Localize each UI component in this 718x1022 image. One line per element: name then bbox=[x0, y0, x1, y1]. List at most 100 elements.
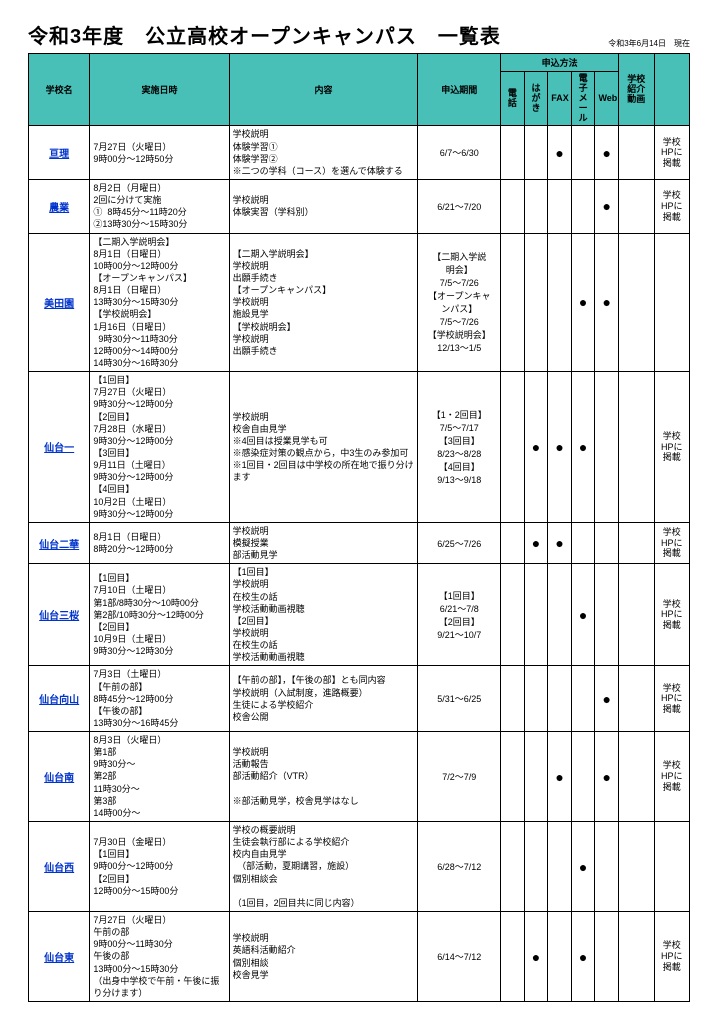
period-cell: 5/31～6/25 bbox=[418, 666, 501, 732]
school-link[interactable]: 仙台三桜 bbox=[39, 611, 79, 622]
period-cell: 7/2～7/9 bbox=[418, 732, 501, 822]
th-method-group: 申込方法 bbox=[501, 54, 619, 72]
school-cell: 仙台東 bbox=[29, 912, 90, 1002]
video-cell bbox=[619, 522, 654, 563]
content-cell: 【二期入学説明会】 学校説明 出願手続き 【オープンキャンパス】 学校説明 施設… bbox=[229, 233, 418, 372]
method-cell bbox=[571, 180, 595, 234]
method-cell bbox=[501, 666, 525, 732]
method-cell: ● bbox=[595, 666, 619, 732]
content-cell: 学校説明 活動報告 部活動紹介（VTR） ※部活動見学，校舎見学はなし bbox=[229, 732, 418, 822]
link-cell: 学校 HPに 掲載 bbox=[654, 180, 690, 234]
school-link[interactable]: 仙台一 bbox=[44, 443, 74, 454]
date-cell: 8月2日（月曜日） 2回に分けて実施 ① 8時45分～11時20分 ②13時30… bbox=[90, 180, 229, 234]
th-content: 内容 bbox=[229, 54, 418, 126]
date-cell: 7月27日（火曜日） 9時00分～12時50分 bbox=[90, 126, 229, 180]
school-link[interactable]: 仙台二華 bbox=[39, 540, 79, 551]
table-row: 仙台南8月3日（火曜日） 第1部 9時30分～ 第2部 11時30分～ 第3部 … bbox=[29, 732, 690, 822]
school-cell: 仙台一 bbox=[29, 372, 90, 523]
th-method-4: Web bbox=[595, 72, 619, 126]
method-cell bbox=[571, 732, 595, 822]
content-cell: 学校説明 校舎自由見学 ※4回目は授業見学も可 ※感染症対策の観点から，中3生の… bbox=[229, 372, 418, 523]
method-cell bbox=[501, 732, 525, 822]
video-cell bbox=[619, 233, 654, 372]
link-cell: 学校 HPに 掲載 bbox=[654, 732, 690, 822]
method-cell bbox=[571, 522, 595, 563]
th-date: 実施日時 bbox=[90, 54, 229, 126]
method-cell bbox=[548, 180, 572, 234]
table-row: 仙台一 【1回目】 7月27日（火曜日） 9時30分～12時00分 【2回目】 7… bbox=[29, 372, 690, 523]
school-cell: 仙台西 bbox=[29, 822, 90, 912]
th-period: 申込期間 bbox=[418, 54, 501, 126]
method-cell bbox=[571, 666, 595, 732]
school-link[interactable]: 美田園 bbox=[44, 299, 74, 310]
content-cell: 【1回目】 学校説明 在校生の話 学校活動動画視聴 【2回目】 学校説明 在校生… bbox=[229, 564, 418, 666]
video-cell bbox=[619, 564, 654, 666]
school-cell: 仙台向山 bbox=[29, 666, 90, 732]
video-cell bbox=[619, 822, 654, 912]
school-link[interactable]: 仙台東 bbox=[44, 953, 74, 964]
date-cell: 7月30日（金曜日） 【1回目】 9時00分～12時00分 【2回目】 12時0… bbox=[90, 822, 229, 912]
link-cell bbox=[654, 822, 690, 912]
school-link[interactable]: 亘理 bbox=[49, 149, 69, 160]
method-cell bbox=[524, 180, 548, 234]
table-header: 学校名 実施日時 内容 申込期間 申込方法 学校 紹介 動画 電話 はが き F… bbox=[29, 54, 690, 126]
school-link[interactable]: 仙台向山 bbox=[39, 695, 79, 706]
method-cell bbox=[595, 822, 619, 912]
school-link[interactable]: 仙台南 bbox=[44, 773, 74, 784]
method-cell bbox=[524, 233, 548, 372]
school-link[interactable]: 農業 bbox=[49, 203, 69, 214]
method-cell: ● bbox=[524, 372, 548, 523]
date-cell: 7月3日（土曜日） 【午前の部】 8時45分～12時00分 【午後の部】 13時… bbox=[90, 666, 229, 732]
date-cell: 8月1日（日曜日） 8時20分～12時00分 bbox=[90, 522, 229, 563]
link-cell: 学校 HPに 掲載 bbox=[654, 912, 690, 1002]
period-cell: 【1回目】 6/21～7/8 【2回目】 9/21～10/7 bbox=[418, 564, 501, 666]
th-method-2: FAX bbox=[548, 72, 572, 126]
table-body: 亘理7月27日（火曜日） 9時00分～12時50分学校説明 体験学習① 体験学習… bbox=[29, 126, 690, 1002]
method-cell bbox=[524, 822, 548, 912]
date-cell: 【1回目】 7月27日（火曜日） 9時30分～12時00分 【2回目】 7月28… bbox=[90, 372, 229, 523]
schedule-table: 学校名 実施日時 内容 申込期間 申込方法 学校 紹介 動画 電話 はが き F… bbox=[28, 53, 690, 1002]
method-cell: ● bbox=[571, 372, 595, 523]
method-cell bbox=[501, 522, 525, 563]
method-cell: ● bbox=[548, 522, 572, 563]
date-cell: 【二期入学説明会】 8月1日（日曜日） 10時00分～12時00分 【オープンキ… bbox=[90, 233, 229, 372]
period-cell: 6/7～6/30 bbox=[418, 126, 501, 180]
table-row: 仙台西 7月30日（金曜日） 【1回目】 9時00分～12時00分 【2回目】 1… bbox=[29, 822, 690, 912]
content-cell: 学校説明 体験実習（学科別） bbox=[229, 180, 418, 234]
video-cell bbox=[619, 666, 654, 732]
video-cell bbox=[619, 732, 654, 822]
method-cell bbox=[524, 126, 548, 180]
school-cell: 仙台南 bbox=[29, 732, 90, 822]
th-method-3: 電子 メール bbox=[571, 72, 595, 126]
video-cell bbox=[619, 372, 654, 523]
method-cell: ● bbox=[595, 180, 619, 234]
link-cell: 学校 HPに 掲載 bbox=[654, 564, 690, 666]
content-cell: 学校説明 英語科活動紹介 個別相談 校舎見学 bbox=[229, 912, 418, 1002]
period-cell: 【1・2回目】 7/5～7/17 【3回目】 8/23～8/28 【4回目】 9… bbox=[418, 372, 501, 523]
method-cell bbox=[501, 126, 525, 180]
school-cell: 美田園 bbox=[29, 233, 90, 372]
table-row: 亘理7月27日（火曜日） 9時00分～12時50分学校説明 体験学習① 体験学習… bbox=[29, 126, 690, 180]
method-cell: ● bbox=[595, 233, 619, 372]
method-cell bbox=[595, 564, 619, 666]
method-cell: ● bbox=[571, 822, 595, 912]
school-link[interactable]: 仙台西 bbox=[44, 863, 74, 874]
school-cell: 仙台三桜 bbox=[29, 564, 90, 666]
method-cell bbox=[501, 822, 525, 912]
method-cell bbox=[548, 912, 572, 1002]
th-link bbox=[654, 54, 690, 126]
method-cell bbox=[595, 522, 619, 563]
page-title: 令和3年度 公立高校オープンキャンパス 一覧表 bbox=[28, 20, 501, 49]
method-cell bbox=[501, 912, 525, 1002]
content-cell: 【午前の部】，【午後の部】とも同内容 学校説明（入試制度，進路概要） 生徒による… bbox=[229, 666, 418, 732]
method-cell bbox=[548, 666, 572, 732]
method-cell: ● bbox=[595, 732, 619, 822]
method-cell bbox=[548, 822, 572, 912]
method-cell: ● bbox=[524, 912, 548, 1002]
th-method-1: はが き bbox=[524, 72, 548, 126]
video-cell bbox=[619, 126, 654, 180]
method-cell bbox=[524, 732, 548, 822]
table-row: 仙台向山 7月3日（土曜日） 【午前の部】 8時45分～12時00分 【午後の部】… bbox=[29, 666, 690, 732]
link-cell: 学校 HPに 掲載 bbox=[654, 666, 690, 732]
method-cell: ● bbox=[548, 732, 572, 822]
